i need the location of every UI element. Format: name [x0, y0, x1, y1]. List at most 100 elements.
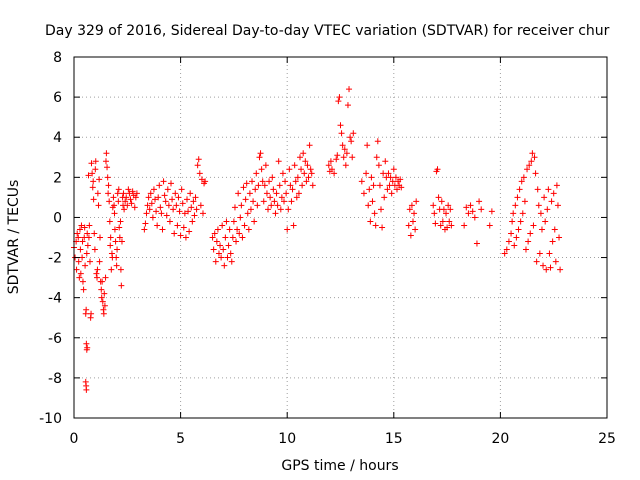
- data-point: [86, 222, 93, 229]
- data-point: [277, 206, 284, 213]
- data-point: [217, 242, 224, 249]
- data-point: [221, 262, 228, 269]
- data-point: [388, 190, 395, 197]
- data-point: [508, 230, 515, 237]
- data-point: [543, 266, 550, 273]
- data-point: [250, 198, 257, 205]
- data-point: [240, 184, 247, 191]
- data-point: [342, 162, 349, 169]
- data-point: [406, 206, 413, 213]
- data-point: [118, 282, 125, 289]
- data-point: [106, 218, 113, 225]
- data-point: [78, 222, 85, 229]
- data-point: [192, 194, 199, 201]
- data-point: [478, 206, 485, 213]
- data-point: [173, 202, 180, 209]
- data-point: [83, 250, 90, 257]
- data-point: [214, 226, 221, 233]
- data-point: [293, 194, 300, 201]
- data-point: [162, 198, 169, 205]
- data-point: [88, 310, 95, 317]
- data-point: [104, 174, 111, 181]
- data-point: [88, 160, 95, 167]
- data-point: [431, 210, 438, 217]
- data-point: [196, 170, 203, 177]
- data-point: [112, 238, 119, 245]
- data-point: [518, 178, 525, 185]
- data-point: [364, 142, 371, 149]
- data-point: [99, 278, 106, 285]
- data-point: [375, 162, 382, 169]
- x-tick-label: 25: [598, 431, 616, 447]
- data-point: [397, 176, 404, 183]
- data-point: [142, 220, 149, 227]
- data-point: [527, 230, 534, 237]
- data-point: [556, 234, 563, 241]
- data-point: [275, 158, 282, 165]
- data-point: [338, 130, 345, 137]
- data-point: [544, 206, 551, 213]
- data-point: [113, 254, 120, 261]
- data-point: [370, 182, 377, 189]
- data-point: [186, 228, 193, 235]
- data-points: [71, 86, 564, 393]
- data-point: [292, 178, 299, 185]
- data-point: [189, 218, 196, 225]
- data-point: [83, 386, 90, 393]
- data-point: [161, 192, 168, 199]
- data-point: [121, 206, 128, 213]
- data-point: [349, 154, 356, 161]
- data-point: [533, 258, 540, 265]
- y-tick-label: 4: [53, 130, 62, 146]
- data-point: [545, 186, 552, 193]
- data-point: [76, 274, 83, 281]
- data-point: [553, 182, 560, 189]
- data-point: [122, 198, 129, 205]
- data-point: [178, 186, 185, 193]
- data-point: [300, 150, 307, 157]
- data-point: [182, 234, 189, 241]
- data-point: [133, 190, 140, 197]
- data-point: [524, 166, 531, 173]
- data-point: [92, 158, 99, 165]
- data-point: [528, 158, 535, 165]
- data-point: [86, 258, 93, 265]
- data-point: [254, 202, 261, 209]
- data-point: [258, 166, 265, 173]
- data-point: [549, 238, 556, 245]
- data-point: [520, 174, 527, 181]
- data-point: [225, 242, 232, 249]
- data-point: [105, 182, 112, 189]
- data-point: [190, 198, 197, 205]
- data-point: [97, 234, 104, 241]
- data-point: [308, 170, 315, 177]
- data-point: [222, 234, 229, 241]
- data-point: [94, 190, 101, 197]
- data-point: [289, 186, 296, 193]
- data-point: [488, 208, 495, 215]
- data-point: [340, 154, 347, 161]
- data-point: [73, 266, 80, 273]
- data-point: [265, 206, 272, 213]
- data-point: [79, 278, 86, 285]
- y-tick-label: -2: [48, 251, 62, 267]
- data-point: [486, 222, 493, 229]
- data-point: [372, 222, 379, 229]
- data-point: [525, 238, 532, 245]
- data-point: [213, 238, 220, 245]
- data-point: [89, 170, 96, 177]
- data-point: [117, 218, 124, 225]
- data-point: [141, 226, 148, 233]
- data-point: [147, 190, 154, 197]
- data-point: [111, 210, 118, 217]
- data-point: [521, 198, 528, 205]
- data-point: [98, 286, 105, 293]
- data-point: [193, 206, 200, 213]
- data-point: [158, 210, 165, 217]
- data-point: [246, 190, 253, 197]
- data-point: [532, 170, 539, 177]
- data-point: [209, 234, 216, 241]
- data-point: [199, 210, 206, 217]
- data-point: [100, 310, 107, 317]
